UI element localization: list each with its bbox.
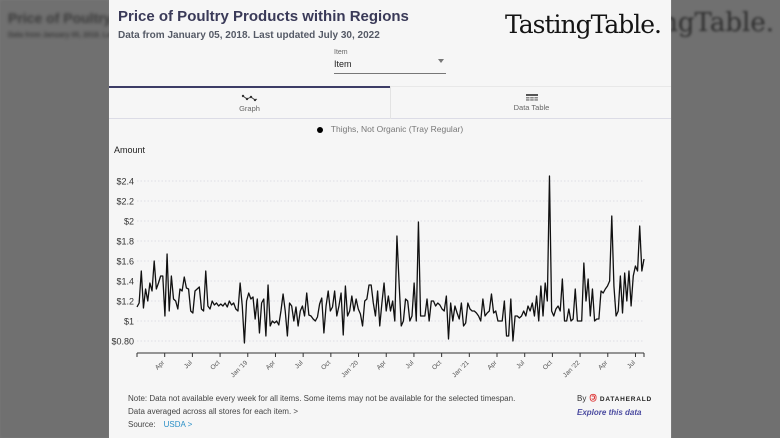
- source-line: Source: USDA >: [128, 418, 515, 431]
- y-tick-label: $1: [124, 317, 134, 327]
- item-select-value[interactable]: Item: [334, 59, 352, 69]
- tab-graph-label: Graph: [239, 104, 260, 113]
- chevron-down-icon[interactable]: [438, 59, 444, 63]
- x-tick-label: Jul: [294, 359, 305, 370]
- brand-logo: TastingTable.: [505, 10, 662, 39]
- tab-graph[interactable]: Graph: [109, 86, 390, 120]
- y-tick-label: $1.4: [116, 277, 134, 287]
- x-tick-label: Apr: [154, 359, 167, 372]
- x-tick-label: Oct: [320, 359, 332, 371]
- x-tick-label: Jan '20: [340, 359, 360, 379]
- note-line-1: Note: Data not available every week for …: [128, 394, 516, 403]
- dataherald-brand[interactable]: DATAHERALD: [599, 396, 653, 403]
- legend-entry[interactable]: Thighs, Not Organic (Tray Regular): [330, 124, 464, 134]
- y-tick-label: $2.2: [116, 197, 134, 207]
- y-axis-label: Amount: [114, 145, 146, 155]
- y-tick-label: $2: [124, 217, 134, 227]
- y-tick-label: $2.4: [116, 177, 134, 187]
- footer-note: Note: Data not available every week for …: [128, 392, 515, 431]
- y-tick-label: $1.8: [116, 237, 134, 247]
- attribution: By 🄯 DATAHERALD Explore this data: [577, 392, 652, 419]
- item-select[interactable]: Item Item: [334, 49, 446, 74]
- y-tick-label: $1.2: [116, 297, 134, 307]
- item-select-label: Item: [334, 49, 348, 56]
- legend-marker: [316, 126, 323, 133]
- explore-data-link[interactable]: Explore this data: [577, 408, 642, 417]
- x-tick-label: Jan '19: [230, 359, 250, 379]
- x-tick-label: Jul: [183, 359, 194, 370]
- background-right-blur: TastingTable.: [598, 0, 780, 438]
- tab-data-table[interactable]: Data Table: [390, 86, 671, 119]
- x-tick-label: Jul: [626, 359, 637, 370]
- line-graph-icon: [241, 94, 257, 102]
- x-tick-label: Apr: [376, 359, 389, 372]
- y-tick-label: $1.6: [116, 257, 134, 267]
- x-tick-label: Oct: [542, 359, 554, 371]
- by-label: By: [577, 394, 587, 403]
- chart-card: Price of Poultry Products within Regions…: [109, 0, 671, 438]
- x-tick-label: Apr: [265, 359, 278, 372]
- source-label: Source:: [128, 420, 156, 429]
- x-tick-label: Jan '22: [562, 359, 582, 379]
- x-tick-label: Jul: [405, 359, 416, 370]
- tab-data-table-label: Data Table: [513, 103, 550, 112]
- x-tick-label: Jan '21: [451, 359, 471, 379]
- x-tick-label: Apr: [597, 359, 610, 372]
- y-tick-label: $0.80: [111, 337, 134, 347]
- x-tick-label: Oct: [431, 359, 443, 371]
- chart-legend: Thighs, Not Organic (Tray Regular): [109, 124, 671, 134]
- background-left-blur: Price of Poultry Products within Regions…: [0, 0, 279, 438]
- page-subtitle: Data from January 05, 2018. Last updated…: [118, 30, 380, 41]
- view-tabs: Graph Data Table: [109, 86, 671, 119]
- source-link-usda[interactable]: USDA >: [163, 420, 193, 429]
- series-line: [136, 175, 645, 344]
- note-line-2[interactable]: Data averaged across all stores for each…: [128, 407, 299, 416]
- price-line-chart: $0.80 $1 $1.2 $1.4 $1.6 $1.8 $2 $2.2 $2.4 Apr Jul O…: [111, 175, 645, 379]
- page-title: Price of Poultry Products within Regions: [118, 8, 409, 25]
- background-subtitle-fragment: Data from January 05, 2018. Last updated…: [8, 32, 192, 39]
- x-tick-label: Apr: [486, 359, 499, 372]
- table-icon: [525, 94, 538, 101]
- dataherald-logo-icon: 🄯: [589, 393, 597, 403]
- x-tick-label: Jul: [515, 359, 526, 370]
- x-tick-label: Oct: [209, 359, 221, 371]
